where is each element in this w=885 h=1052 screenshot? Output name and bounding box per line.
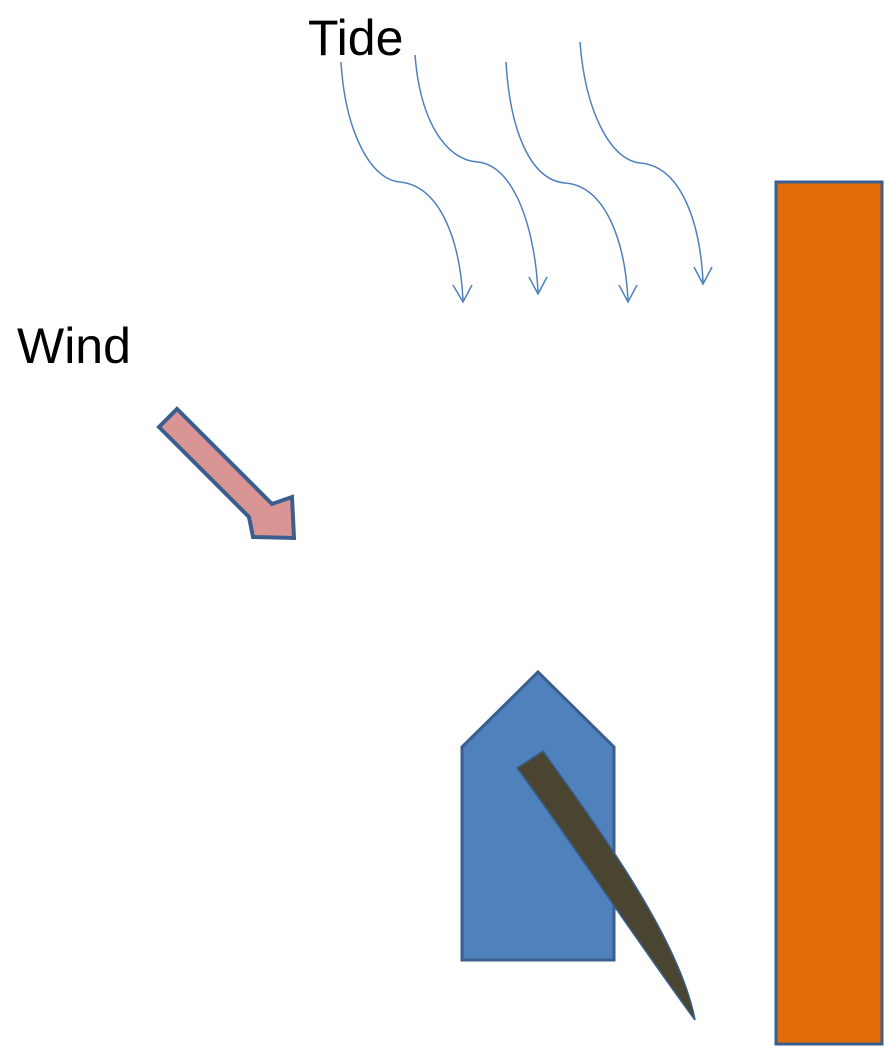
- pontoon: [774, 180, 884, 1046]
- boat: [460, 669, 616, 962]
- tide-arrows: [340, 41, 713, 304]
- tide-label: Tide: [308, 10, 403, 66]
- tide-arrow: [414, 54, 548, 296]
- tide-arrow: [579, 41, 713, 286]
- tide-arrow: [340, 61, 473, 304]
- oar: [515, 749, 696, 1021]
- wind-arrow: [156, 406, 297, 541]
- wind-label: Wind: [17, 318, 131, 374]
- tide-arrow: [505, 61, 638, 304]
